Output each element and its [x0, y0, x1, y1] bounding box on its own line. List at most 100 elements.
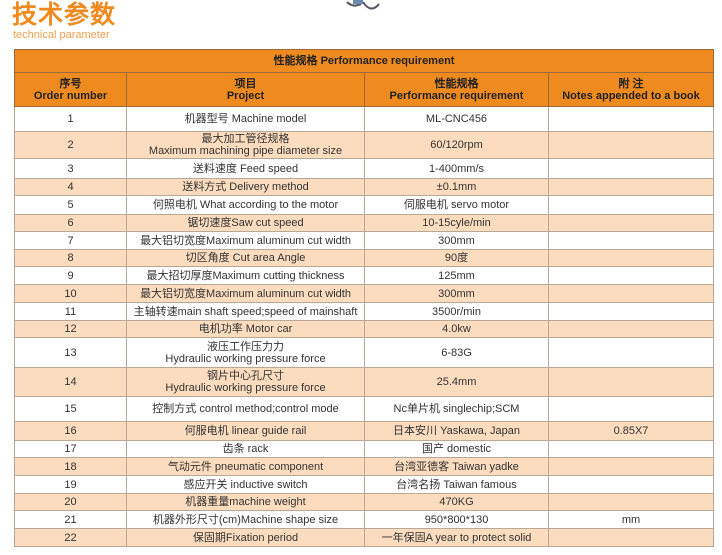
- cell-item: 最大铝切宽度Maximum aluminum cut width: [126, 284, 365, 303]
- cell-no: 21: [14, 510, 127, 529]
- column-header-en: Notes appended to a book: [562, 89, 700, 102]
- cell-item: 控制方式 control method;control mode: [126, 396, 365, 422]
- column-header-notes: 附 注 Notes appended to a book: [548, 72, 714, 107]
- cell-no: 5: [14, 195, 127, 215]
- parameter-table: 性能规格 Performance requirement 序号 Order num…: [14, 49, 714, 547]
- cell-note: [548, 440, 714, 458]
- cell-item: 钢片中心孔尺寸 Hydraulic working pressure force: [126, 367, 365, 397]
- cell-item: 何照电机 What according to the motor: [126, 195, 365, 215]
- cell-no: 1: [14, 106, 127, 132]
- cell-spec: 一年保固A year to protect solid: [364, 528, 549, 547]
- column-header-project: 项目 Project: [126, 72, 365, 107]
- cell-item: 最大招切厚度Maximum cutting thickness: [126, 266, 365, 285]
- table-row: 8 切区角度 Cut area Angle 90度: [14, 249, 714, 267]
- cell-no: 8: [14, 249, 127, 267]
- page-subtitle: technical parameter: [13, 29, 110, 41]
- table-row: 16 何服电机 linear guide rail 日本安川 Yaskawa, Ja…: [14, 421, 714, 441]
- table-row: 6 锯切速度Saw cut speed 10-15cyle/min: [14, 214, 714, 232]
- cell-item: 液压工作压力力 Hydraulic working pressure force: [126, 337, 365, 368]
- table-row: 20 机器重量machine weight 470KG: [14, 493, 714, 511]
- cell-item: 锯切速度Saw cut speed: [126, 214, 365, 232]
- table-row: 21 机器外形尺寸(cm)Machine shape size 950*800*13…: [14, 510, 714, 529]
- cell-note: mm: [548, 510, 714, 529]
- cell-item: 电机功率 Motor car: [126, 320, 365, 338]
- cell-spec: 300mm: [364, 284, 549, 303]
- cell-no: 13: [14, 337, 127, 368]
- table-row: 15 控制方式 control method;control mode Nc单片机 …: [14, 396, 714, 422]
- cell-note: [548, 475, 714, 494]
- cell-spec: 伺服电机 servo motor: [364, 195, 549, 215]
- table-row: 5 何照电机 What according to the motor 伺服电机 se…: [14, 195, 714, 215]
- table-caption: 性能规格 Performance requirement: [14, 49, 714, 73]
- cell-item: 机器外形尺寸(cm)Machine shape size: [126, 510, 365, 529]
- cell-spec: 90度: [364, 249, 549, 267]
- table-row: 1 机器型号 Machine model ML-CNC456: [14, 106, 714, 132]
- cell-note: [548, 178, 714, 196]
- cell-item: 何服电机 linear guide rail: [126, 421, 365, 441]
- cell-spec: 60/120rpm: [364, 131, 549, 159]
- cell-spec: 10-15cyle/min: [364, 214, 549, 232]
- cell-item: 保固期Fixation period: [126, 528, 365, 547]
- cell-no: 4: [14, 178, 127, 196]
- cell-spec: 3500r/min: [364, 302, 549, 321]
- table-row: 18 气动元件 pneumatic component 台湾亚德客 Taiwan y…: [14, 457, 714, 476]
- cell-spec: Nc单片机 singlechip;SCM: [364, 396, 549, 422]
- column-header-performance-requirement: 性能规格 Performance requirement: [364, 72, 549, 107]
- cell-spec: 台湾名扬 Taiwan famous: [364, 475, 549, 494]
- cell-no: 16: [14, 421, 127, 441]
- cell-item: 齿条 rack: [126, 440, 365, 458]
- column-header-en: Performance requirement: [389, 89, 524, 102]
- cell-note: [548, 284, 714, 303]
- table-row: 12 电机功率 Motor car 4.0kw: [14, 320, 714, 338]
- product-image-fragment: [346, 0, 380, 10]
- cell-note: [548, 320, 714, 338]
- table-row: 14 钢片中心孔尺寸 Hydraulic working pressure forc…: [14, 367, 714, 397]
- cell-spec: 125mm: [364, 266, 549, 285]
- column-header-cn: 序号: [59, 77, 82, 90]
- cell-no: 18: [14, 457, 127, 476]
- table-row: 19 感应开关 inductive switch 台湾名扬 Taiwan famou…: [14, 475, 714, 494]
- cell-item: 感应开关 inductive switch: [126, 475, 365, 494]
- table-row: 11 主轴转速main shaft speed;speed of mainshaf…: [14, 302, 714, 321]
- cell-note: [548, 266, 714, 285]
- cell-item: 送料速度 Feed speed: [126, 158, 365, 179]
- cell-item: 机器型号 Machine model: [126, 106, 365, 132]
- cell-note: [548, 528, 714, 547]
- cell-no: 2: [14, 131, 127, 159]
- cell-no: 12: [14, 320, 127, 338]
- cell-no: 17: [14, 440, 127, 458]
- cell-no: 10: [14, 284, 127, 303]
- cell-spec: 6-83G: [364, 337, 549, 368]
- cell-note: [548, 195, 714, 215]
- cell-note: [548, 158, 714, 179]
- cell-item: 送料方式 Delivery method: [126, 178, 365, 196]
- cell-note: [548, 249, 714, 267]
- cell-spec: 国产 domestic: [364, 440, 549, 458]
- cell-no: 20: [14, 493, 127, 511]
- cell-no: 9: [14, 266, 127, 285]
- cell-item: 切区角度 Cut area Angle: [126, 249, 365, 267]
- table-row: 17 齿条 rack 国产 domestic: [14, 440, 714, 458]
- column-header-cn: 附 注: [618, 77, 644, 90]
- cell-spec: 4.0kw: [364, 320, 549, 338]
- cell-spec: 300mm: [364, 231, 549, 250]
- page-title: 技术参数: [12, 0, 117, 29]
- cell-no: 7: [14, 231, 127, 250]
- table-row: 7 最大铝切宽度Maximum aluminum cut width 300mm: [14, 231, 714, 250]
- cell-item: 机器重量machine weight: [126, 493, 365, 511]
- cell-no: 14: [14, 367, 127, 397]
- cell-note: [548, 396, 714, 422]
- cell-note: [548, 367, 714, 397]
- cell-spec: 台湾亚德客 Taiwan yadke: [364, 457, 549, 476]
- cell-note: 0.85X7: [548, 421, 714, 441]
- column-header-en: Order number: [33, 89, 108, 102]
- table-row: 3 送料速度 Feed speed 1-400mm/s: [14, 158, 714, 179]
- cell-note: [548, 337, 714, 368]
- cell-spec: 1-400mm/s: [364, 158, 549, 179]
- cell-note: [548, 231, 714, 250]
- cell-note: [548, 106, 714, 132]
- cell-note: [548, 493, 714, 511]
- cell-note: [548, 457, 714, 476]
- cell-item: 最大加工管径规格 Maximum machining pipe diameter …: [126, 131, 365, 159]
- column-header-cn: 项目: [234, 77, 257, 90]
